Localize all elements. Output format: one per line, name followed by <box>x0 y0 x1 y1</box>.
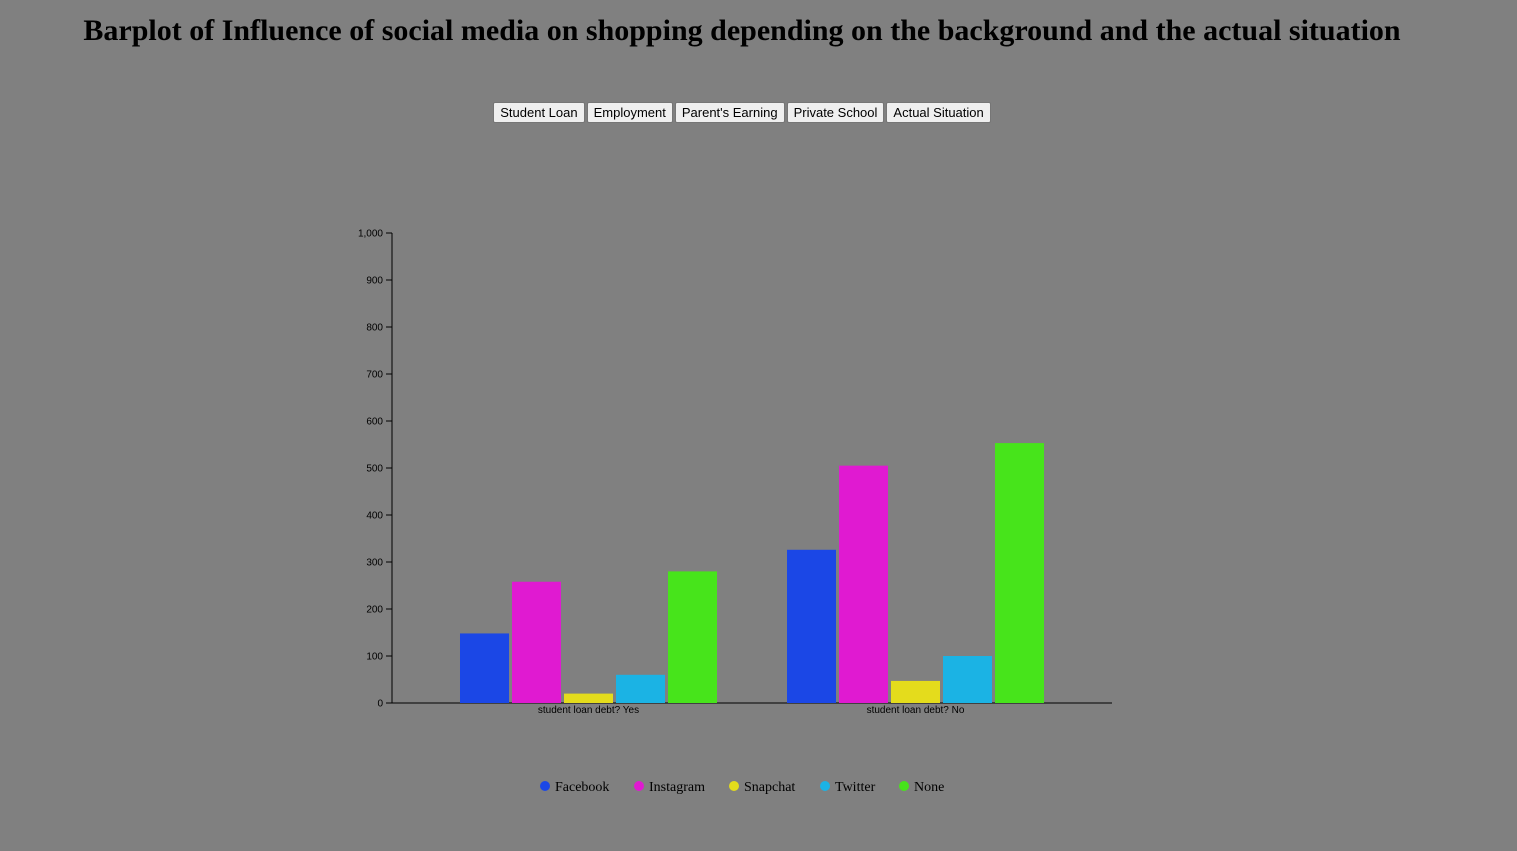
y-tick-label: 900 <box>366 276 383 287</box>
y-tick-label: 700 <box>366 370 383 381</box>
bar-facebook-1 <box>787 549 836 703</box>
bar-none-1 <box>995 443 1044 703</box>
y-tick-label: 500 <box>366 464 383 475</box>
legend-label-instagram: Instagram <box>649 780 705 795</box>
legend-swatch-instagram <box>634 781 644 791</box>
y-tick-label: 100 <box>366 652 383 663</box>
x-tick-label: student loan debt? Yes <box>538 705 639 716</box>
bar-snapchat-1 <box>891 680 940 703</box>
actual-situation-button[interactable]: Actual Situation <box>886 102 991 123</box>
page-title: Barplot of Influence of social media on … <box>83 14 1401 47</box>
bar-none-0 <box>668 571 717 703</box>
x-tick-label: student loan debt? No <box>867 705 965 716</box>
parents-earning-button[interactable]: Parent's Earning <box>674 102 785 123</box>
legend-swatch-twitter <box>820 781 830 791</box>
bar-instagram-0 <box>512 581 561 703</box>
y-tick-label: 1,000 <box>358 229 383 240</box>
bar-twitter-0 <box>616 674 665 703</box>
private-school-button[interactable]: Private School <box>786 102 885 123</box>
y-tick-label: 800 <box>366 323 383 334</box>
legend-label-twitter: Twitter <box>835 780 876 795</box>
bar-snapchat-0 <box>564 693 613 703</box>
legend-swatch-snapchat <box>729 781 739 791</box>
student-loan-button[interactable]: Student Loan <box>493 102 585 123</box>
y-tick-label: 0 <box>377 699 383 710</box>
y-tick-label: 400 <box>366 511 383 522</box>
legend-label-none: None <box>914 780 944 795</box>
legend-label-facebook: Facebook <box>555 780 609 795</box>
dataset-selector: Student Loan Employment Parent's Earning… <box>0 102 1484 123</box>
legend-swatch-facebook <box>540 781 550 791</box>
employment-button[interactable]: Employment <box>586 102 673 123</box>
y-tick-label: 600 <box>366 417 383 428</box>
y-tick-label: 300 <box>366 558 383 569</box>
legend-label-snapchat: Snapchat <box>744 780 795 795</box>
legend-swatch-none <box>899 781 909 791</box>
y-tick-label: 200 <box>366 605 383 616</box>
bar-instagram-1 <box>839 465 888 703</box>
bar-facebook-0 <box>460 633 509 703</box>
bar-twitter-1 <box>943 656 992 703</box>
